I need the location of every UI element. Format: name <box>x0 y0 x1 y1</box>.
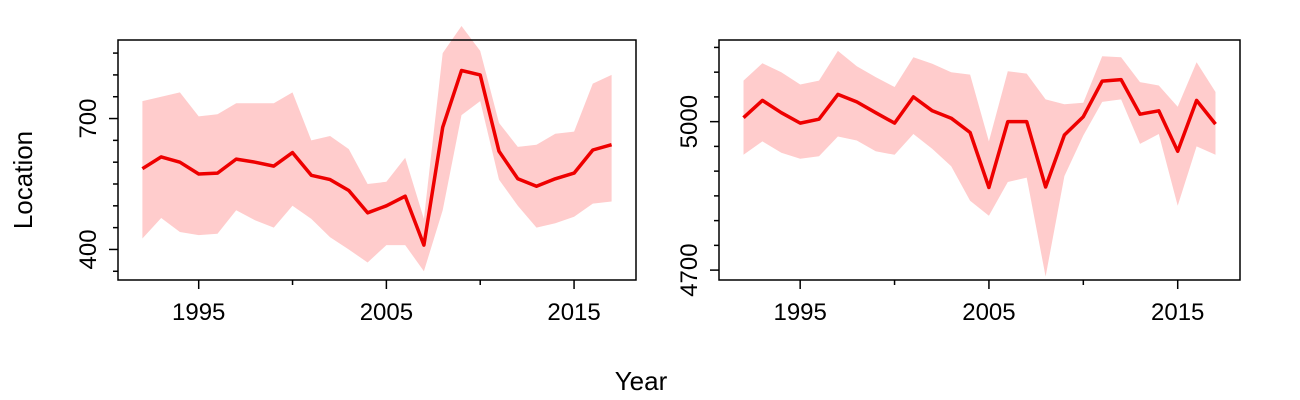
plot-frame <box>718 39 1241 281</box>
y-tick-label: 5000 <box>676 95 703 148</box>
x-tick-label: 2015 <box>547 299 600 326</box>
right-panel: 1995 2005 2015 4700 5000 <box>676 39 1241 326</box>
series-line <box>141 68 613 247</box>
y-tick-label: 400 <box>75 229 102 269</box>
y-axis-title: Location <box>8 131 38 229</box>
series-line <box>742 77 1217 190</box>
plot-frame <box>117 39 637 281</box>
x-tick-label: 1995 <box>172 299 225 326</box>
x-tick-label: 2015 <box>1151 299 1204 326</box>
y-tick-label: 4700 <box>676 243 703 296</box>
left-panel: 1995 2005 2015 400 700 <box>75 26 637 326</box>
confidence-band <box>142 26 612 272</box>
x-axis-title: Year <box>615 366 668 396</box>
x-tick-label: 2005 <box>962 299 1015 326</box>
x-tick-label: 2005 <box>360 299 413 326</box>
x-tick-label: 1995 <box>773 299 826 326</box>
y-tick-label: 700 <box>75 99 102 139</box>
